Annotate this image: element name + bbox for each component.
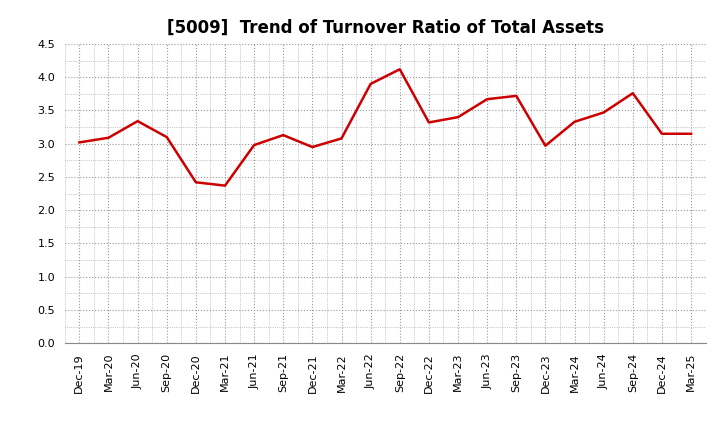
Title: [5009]  Trend of Turnover Ratio of Total Assets: [5009] Trend of Turnover Ratio of Total … [167,19,603,37]
